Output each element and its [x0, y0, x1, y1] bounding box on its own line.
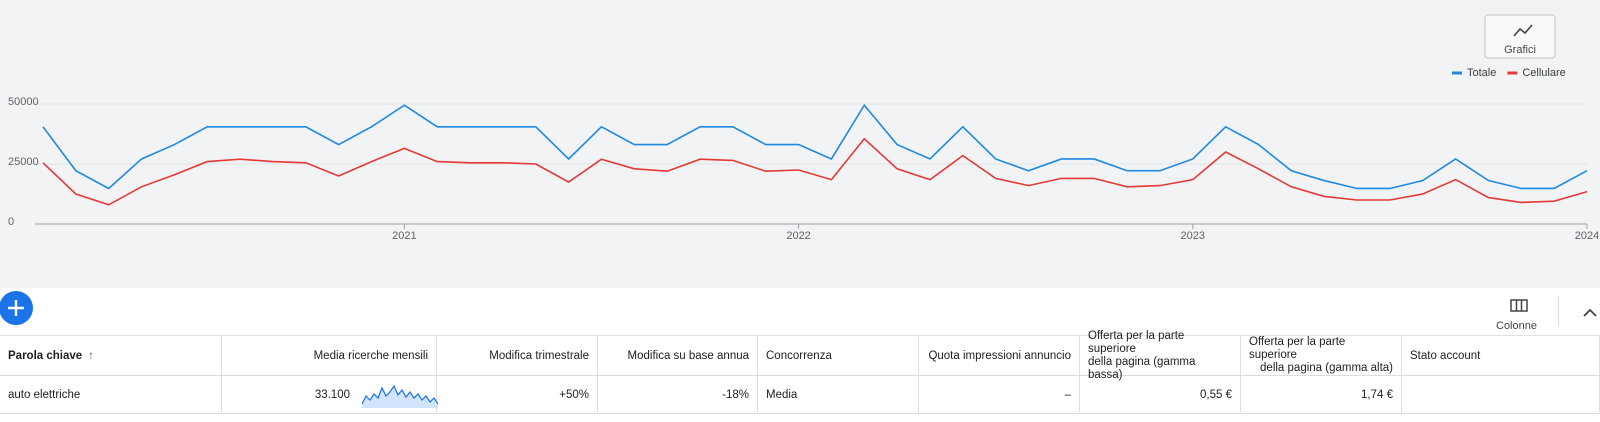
chart-icon	[1513, 24, 1533, 37]
y-tick-label: 50000	[8, 96, 39, 108]
x-tick-label: 2021	[392, 230, 416, 242]
table-cell: auto elettriche	[0, 376, 222, 414]
legend-label: Cellulare	[1522, 67, 1565, 79]
table-cell: 33.100	[222, 376, 437, 414]
series-line	[42, 103, 1588, 190]
legend-label: Totale	[1467, 67, 1496, 79]
plus-icon	[8, 300, 24, 316]
columns-button[interactable]: Colonne	[1496, 320, 1537, 332]
table-cell: -18%	[598, 376, 758, 414]
cell-text: auto elettriche	[8, 388, 81, 401]
cell-text: Offerta per la parte superiore	[1088, 329, 1185, 355]
cell-text: Concorrenza	[766, 349, 832, 362]
button-box[interactable]	[1484, 14, 1556, 59]
columns-icon[interactable]	[1510, 299, 1530, 313]
series-line	[42, 137, 1588, 206]
cell-text: –	[1064, 388, 1071, 401]
divider	[1558, 296, 1559, 326]
y-tick-label: 25000	[8, 156, 39, 168]
cell-text: della pagina (gamma alta)	[1260, 362, 1393, 374]
sort-icon[interactable]: ↑	[88, 349, 94, 362]
collapse-button[interactable]	[1582, 307, 1598, 319]
x-tick-label: 2024	[1575, 230, 1599, 242]
cell-text: 0,55 €	[1200, 388, 1232, 401]
cell-text: +50%	[559, 388, 589, 401]
x-tick-label: 2023	[1181, 230, 1205, 242]
caret	[1583, 308, 1597, 317]
table-cell: 0,55 €	[1080, 376, 1241, 414]
chart-button[interactable]: Grafici	[1484, 14, 1556, 59]
y-tick-label: 0	[8, 216, 14, 228]
table-cell: –	[919, 376, 1080, 414]
header-cell: Parola chiave ↑	[0, 335, 222, 376]
cell-text: Modifica su base annua	[627, 349, 749, 362]
button-label[interactable]: Grafici	[1504, 44, 1536, 56]
header-cell: Modifica su base annua	[598, 335, 758, 376]
cell-text: -18%	[722, 388, 749, 401]
header-cell: Modifica trimestrale	[437, 335, 598, 376]
header-cell: Quota impressioni annuncio	[919, 335, 1080, 376]
header-cell: Media ricerche mensili	[222, 335, 437, 376]
table-cell: +50%	[437, 376, 598, 414]
cell-text: Stato account	[1410, 349, 1481, 362]
cell-text: Media	[766, 388, 798, 401]
table-cell	[1402, 376, 1600, 414]
x-tick-label: 2022	[786, 230, 810, 242]
cell-text: Parola chiave	[8, 349, 83, 362]
icon-lines	[1515, 300, 1523, 311]
sparkline-line	[362, 384, 438, 405]
table-cell: 1,74 €	[1241, 376, 1402, 414]
cell-text: 1,74 €	[1361, 388, 1393, 401]
icon-box	[1510, 299, 1528, 312]
cell-text: Modifica trimestrale	[489, 349, 589, 362]
chart: Grafici 0 25000 50000 2021 2022 2023 2024 Total…	[0, 0, 1600, 288]
header-cell: Stato account	[1402, 335, 1600, 376]
header-cell: Offerta per la parte superiore della pagi…	[1241, 335, 1402, 376]
cell-text: 33.100	[314, 388, 350, 401]
sparkline	[362, 384, 438, 408]
header-cell: Offerta per la parte superiore della pagi…	[1080, 330, 1241, 381]
cell-text: Offerta per la parte superiore	[1249, 336, 1346, 361]
cell-text: della pagina (gamma bassa)	[1088, 355, 1196, 381]
cell-text: Quota impressioni annuncio	[928, 349, 1071, 362]
header-cell: Concorrenza	[758, 335, 919, 376]
table-cell: Media	[758, 376, 919, 414]
add-button[interactable]	[0, 290, 34, 326]
cell-text: Media ricerche mensili	[313, 349, 428, 362]
